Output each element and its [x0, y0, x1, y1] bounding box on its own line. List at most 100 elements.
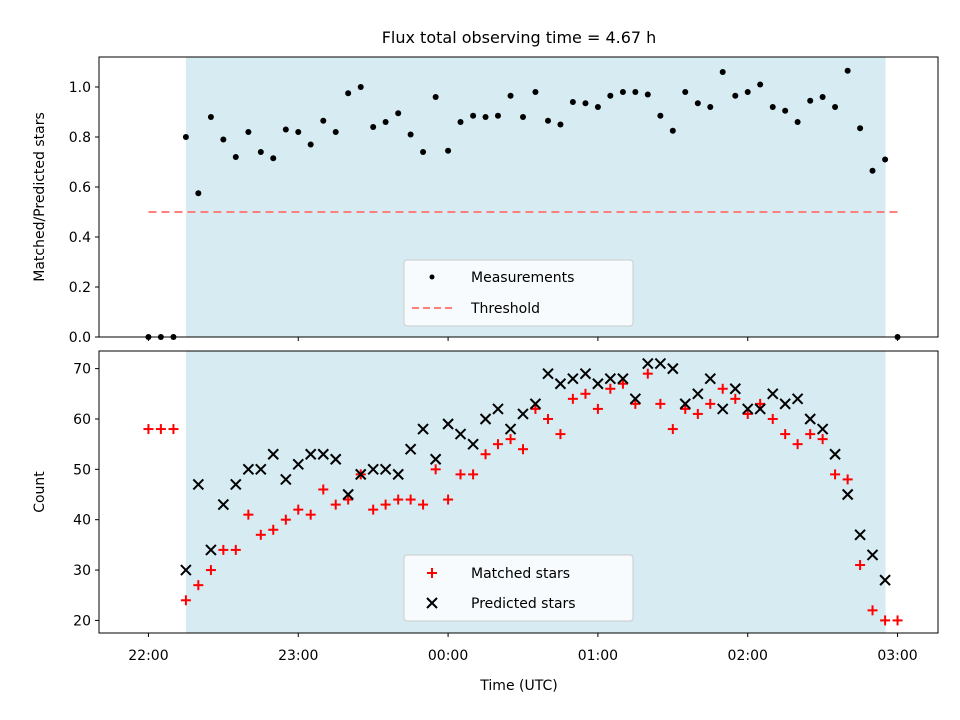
predicted-star-point: [829, 448, 841, 460]
predicted-star-point: [866, 549, 879, 561]
matched-star-point: [780, 429, 791, 440]
predicted-star-point: [692, 388, 704, 400]
predicted-star-point-b: [692, 388, 704, 400]
predicted-star-point-b: [205, 544, 217, 556]
measurement-point: [332, 129, 339, 135]
ratio-axes-frame: [98, 56, 939, 338]
predicted-star-point: [529, 398, 542, 410]
matched-star-point: [230, 544, 241, 555]
predicted-star-point: [579, 367, 592, 380]
predicted-star-point-b: [729, 383, 741, 395]
measurement-point: [345, 90, 352, 97]
y-tick-label: 0.2: [69, 280, 91, 296]
matched-star-point: [755, 398, 766, 409]
predicted-star-point-b: [342, 488, 354, 501]
predicted-star-point: [841, 488, 854, 501]
predicted-star-point-b: [379, 463, 392, 476]
measurement-point: [382, 119, 389, 125]
x-tick-label: 03:00: [877, 648, 917, 664]
predicted-star-point: [292, 458, 304, 471]
ratio-y-axis-label: Matched/Predicted stars: [32, 112, 48, 282]
predicted-star-point-b: [517, 408, 529, 420]
predicted-star-point-b: [567, 372, 579, 385]
predicted-star-point: [217, 498, 230, 511]
matched-star-point: [705, 398, 716, 409]
y-tick-label: 60: [73, 412, 91, 428]
measurement-point: [857, 125, 864, 132]
measurement-point: [607, 92, 614, 99]
time-x-axis: 22:00 23:00 00:00 01:00 02:00 03:00: [128, 633, 918, 664]
predicted-star-point: [417, 423, 429, 435]
matched-legend-glyph: [427, 568, 437, 578]
y-tick-label: 20: [73, 613, 91, 629]
measurement-point: [582, 100, 589, 107]
matched-star-point: [155, 424, 166, 435]
count-legend-box: [403, 554, 634, 622]
predicted-star-point: [617, 372, 629, 385]
matched-star-point: [517, 444, 528, 455]
predicted-star-point-b: [617, 372, 629, 385]
predicted-star-point-b: [679, 398, 691, 410]
measurement-point: [669, 127, 676, 134]
y-tick-label: 50: [73, 462, 91, 478]
measurement-point: [844, 67, 851, 74]
matched-star-point: [280, 514, 291, 525]
measurement-point: [507, 92, 514, 99]
predicted-star-point-b: [791, 393, 804, 405]
predicted-star-point-b: [330, 453, 342, 465]
predicted-star-point-b: [367, 463, 379, 476]
predicted-star-point-b: [642, 357, 654, 370]
ratio-y-axis: 0.0 0.2 0.4 0.6 0.8 1.0: [69, 80, 99, 346]
predicted-star-point: [791, 393, 804, 405]
predicted-star-point-b: [392, 468, 404, 481]
measurement-point: [719, 69, 726, 75]
predicted-star-point: [342, 488, 354, 501]
predicted-legend-glyph: [426, 597, 438, 609]
measurement-point: [395, 110, 402, 117]
matched-star-point: [892, 615, 903, 626]
predicted-star-point-b: [442, 418, 454, 430]
matched-star-point: [592, 403, 603, 414]
y-tick-label: 1.0: [69, 80, 91, 96]
measurement-point: [407, 131, 414, 138]
predicted-star-point-b: [554, 378, 567, 390]
ratio-legend-box: [403, 259, 634, 327]
measurement-point: [732, 92, 739, 99]
predicted-star-point: [729, 383, 741, 395]
matched-star-point: [193, 580, 204, 591]
measurement-point: [195, 190, 202, 197]
measurement-point: [432, 94, 439, 100]
measurement-point: [420, 149, 427, 155]
predicted-star-point: [654, 357, 667, 370]
matched-star-point: [492, 439, 503, 450]
predicted-star-point-b: [180, 564, 192, 576]
matched-star-point: [443, 494, 454, 505]
measurement-point: [869, 167, 876, 174]
measurement-point: [619, 89, 626, 95]
predicted-star-point: [242, 463, 255, 476]
predicted-star-point: [816, 423, 829, 435]
predicted-star-point: [467, 438, 479, 450]
predicted-star-point-b: [255, 463, 267, 476]
measurement-point: [482, 114, 489, 120]
measurement-point: [807, 97, 814, 104]
count-axes-frame: [98, 350, 939, 634]
predicted-star-point-b: [242, 463, 255, 476]
matched-star-point: [243, 509, 254, 520]
predicted-star-point: [804, 413, 816, 425]
matched-legend-marker: [427, 568, 437, 578]
y-tick-label: 40: [73, 513, 91, 529]
matched-star-point: [567, 393, 578, 404]
predicted-star-point: [442, 418, 454, 430]
predicted-star-point: [367, 463, 379, 476]
predicted-star-point: [604, 372, 617, 385]
matched-star-point: [143, 424, 154, 435]
predicted-star-point-b: [704, 372, 716, 385]
matched-star-point: [305, 509, 316, 520]
matched-star-point: [218, 544, 229, 555]
matched-star-point: [468, 469, 479, 480]
predicted-star-point: [355, 468, 367, 481]
x-tick-label: 00:00: [428, 648, 468, 664]
predicted-star-point-b: [742, 403, 754, 415]
matched-star-point: [455, 469, 466, 480]
